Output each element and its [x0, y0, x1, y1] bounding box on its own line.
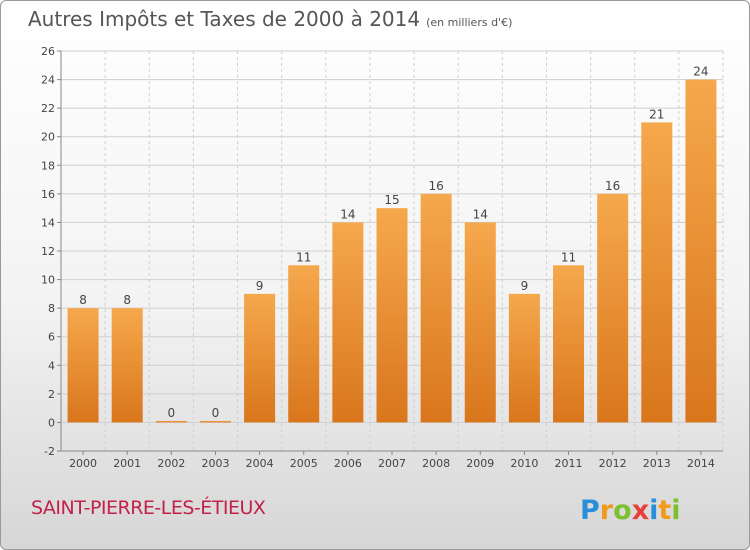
bar-value-label: 11	[561, 250, 576, 264]
bar-value-label: 14	[340, 207, 355, 221]
y-tick-label: 24	[41, 74, 55, 87]
bar-value-label: 0	[168, 406, 176, 420]
bar	[244, 293, 276, 423]
bar	[553, 265, 585, 423]
x-tick-label: 2003	[201, 457, 229, 470]
y-tick-label: 18	[41, 159, 55, 172]
bar-value-label: 0	[212, 406, 220, 420]
bar	[199, 420, 231, 423]
x-tick-label: 2001	[113, 457, 141, 470]
svg-text:Proxiti: Proxiti	[580, 495, 681, 526]
bar-value-label: 16	[428, 179, 443, 193]
y-tick-label: 6	[48, 331, 55, 344]
bar	[420, 193, 452, 423]
bar	[332, 222, 364, 423]
commune-name: SAINT-PIERRE-LES-ÉTIEUX	[31, 497, 266, 519]
y-tick-label: 20	[41, 131, 55, 144]
bar-value-label: 11	[296, 250, 311, 264]
bar	[641, 122, 673, 423]
y-tick-label: 16	[41, 188, 55, 201]
bar-value-label: 16	[605, 179, 620, 193]
y-tick-label: 8	[48, 302, 55, 315]
bar-value-label: 15	[384, 193, 399, 207]
x-tick-label: 2008	[422, 457, 450, 470]
bar-value-label: 9	[256, 279, 264, 293]
x-tick-label: 2005	[290, 457, 318, 470]
y-tick-label: 0	[48, 416, 55, 429]
x-tick-label: 2011	[555, 457, 583, 470]
chart-title: Autres Impôts et Taxes de 2000 à 2014 (en…	[28, 7, 512, 31]
bar	[597, 193, 629, 423]
x-tick-label: 2004	[246, 457, 274, 470]
y-tick-label: 26	[41, 45, 55, 58]
y-tick-label: 22	[41, 102, 55, 115]
bar-value-label: 9	[521, 279, 529, 293]
y-tick-label: -2	[44, 445, 55, 458]
bar	[111, 308, 143, 423]
x-tick-label: 2000	[69, 457, 97, 470]
y-tick-label: 14	[41, 216, 55, 229]
chart-unit: (en milliers d'€)	[426, 16, 513, 29]
bar	[288, 265, 320, 423]
bar-value-label: 24	[693, 65, 708, 79]
proxiti-logo: Proxiti	[580, 495, 681, 526]
bar-value-label: 8	[123, 293, 131, 307]
chart-title-text: Autres Impôts et Taxes de 2000 à 2014	[28, 7, 421, 31]
bar	[464, 222, 496, 423]
bar-value-label: 21	[649, 107, 664, 121]
y-tick-label: 4	[48, 359, 55, 372]
x-tick-label: 2009	[466, 457, 494, 470]
x-tick-label: 2014	[687, 457, 715, 470]
bar-value-label: 14	[473, 207, 488, 221]
y-tick-label: 10	[41, 274, 55, 287]
x-tick-label: 2010	[510, 457, 538, 470]
x-tick-label: 2002	[157, 457, 185, 470]
bar-value-label: 8	[79, 293, 87, 307]
bar	[685, 79, 717, 423]
x-tick-label: 2013	[643, 457, 671, 470]
x-tick-label: 2006	[334, 457, 362, 470]
data-labels: 8 8 0 0 9 11 14 15 16 14 9 11 16 21 24	[79, 65, 708, 420]
bar	[376, 208, 408, 423]
bar	[508, 293, 540, 423]
x-tick-label: 2012	[599, 457, 627, 470]
bars	[67, 79, 717, 423]
x-tick-label: 2007	[378, 457, 406, 470]
bar	[155, 420, 187, 423]
bar	[67, 308, 99, 423]
y-tick-label: 2	[48, 388, 55, 401]
y-tick-label: 12	[41, 245, 55, 258]
